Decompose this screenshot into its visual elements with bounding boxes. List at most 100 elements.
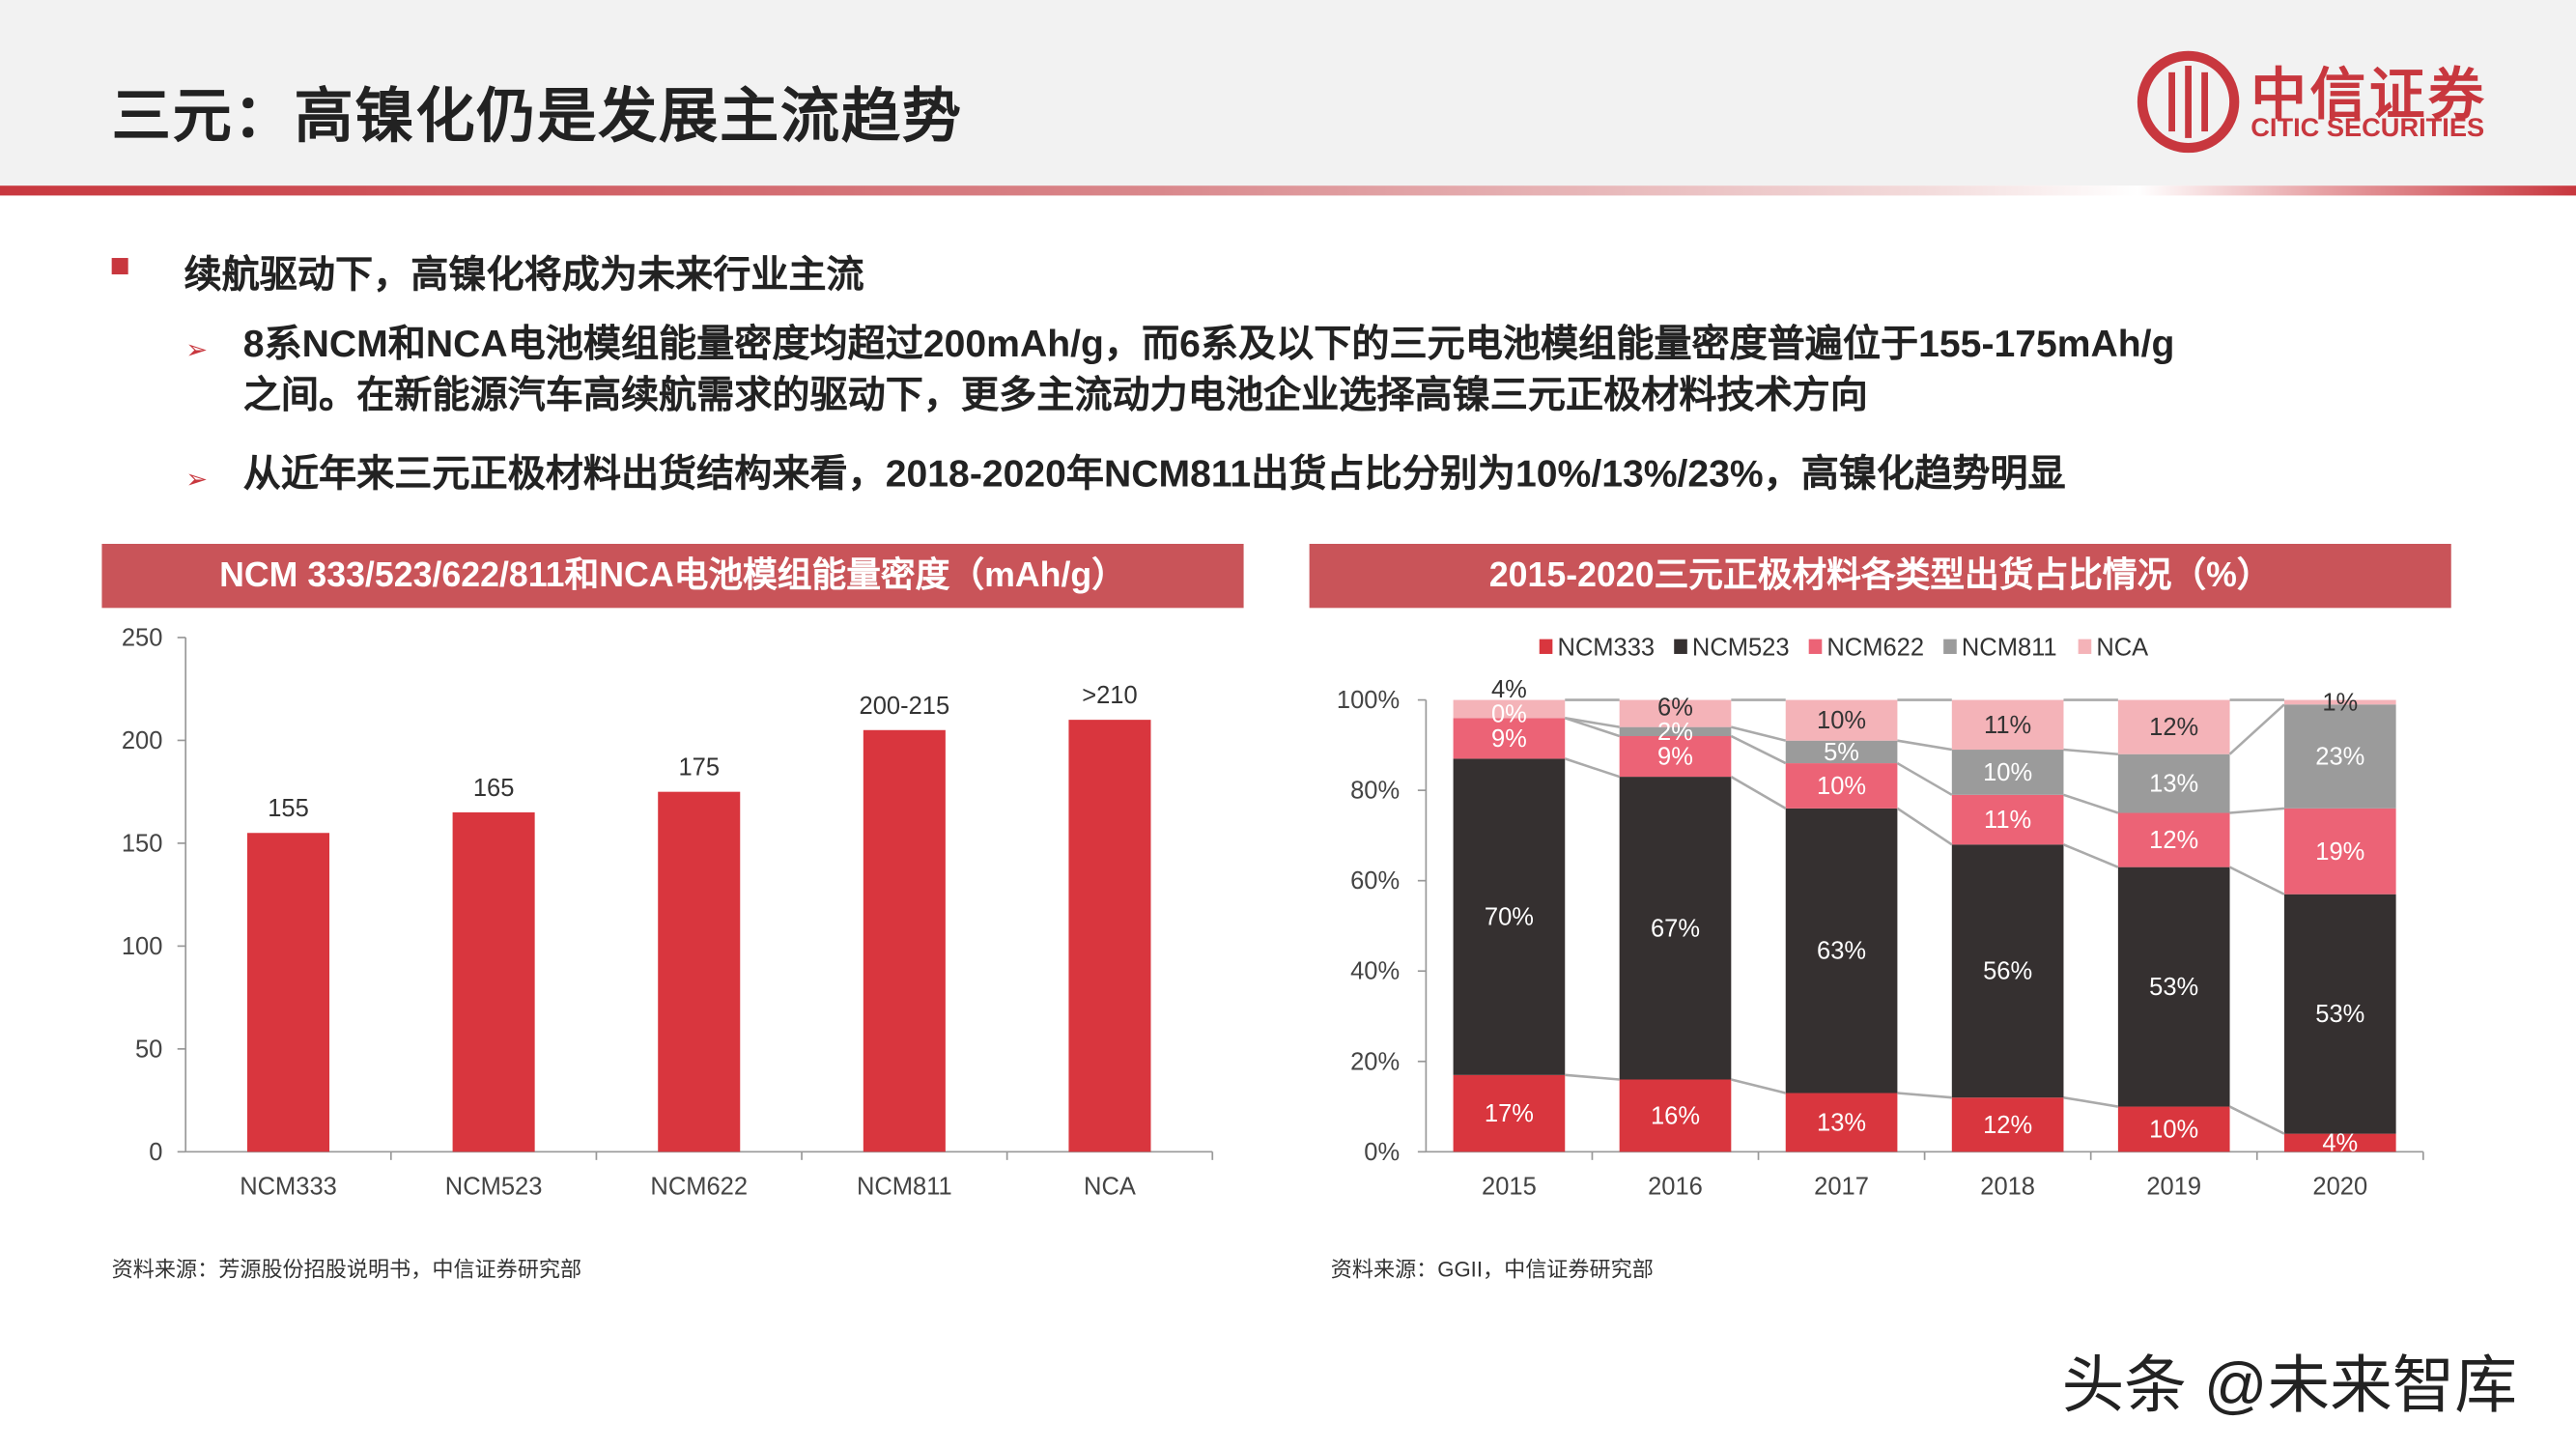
y-tick-label: 150 bbox=[122, 830, 163, 857]
y-tick-label: 200 bbox=[122, 727, 163, 754]
arrow-bullet-icon: ➢ bbox=[185, 467, 209, 495]
data-label: 9% bbox=[1657, 744, 1693, 771]
series-connector-line bbox=[1731, 1078, 1787, 1094]
watermark: 头条 @未来智库 bbox=[2061, 1351, 2518, 1422]
data-label: 4% bbox=[2322, 1129, 2358, 1156]
bar-segment-NCM523-2020 bbox=[2283, 894, 2396, 1134]
bar-segment-NCA-2020 bbox=[2283, 699, 2396, 705]
bar-segment-NCM622-2018 bbox=[1951, 794, 2064, 845]
bar-segment-NCM622-2019 bbox=[2117, 812, 2230, 867]
data-label: 67% bbox=[1651, 915, 1700, 942]
bar-segment-NCM523-2015 bbox=[1453, 758, 1566, 1075]
y-tick-label: 0 bbox=[149, 1139, 162, 1166]
series-connector-line bbox=[1896, 761, 1953, 796]
data-label: 53% bbox=[2149, 974, 2198, 1001]
legend-swatch-NCM523 bbox=[1674, 639, 1687, 654]
bullet-main: 续航驱动下，高镍化将成为未来行业主流 bbox=[184, 252, 864, 297]
data-label: 10% bbox=[2149, 1116, 2198, 1143]
series-connector-line bbox=[1565, 717, 1620, 728]
bar-segment-NCM622-2016 bbox=[1619, 736, 1732, 778]
data-label: 12% bbox=[2149, 714, 2198, 741]
data-label: 155 bbox=[268, 795, 309, 822]
x-tick-label: 2015 bbox=[1482, 1174, 1537, 1201]
series-connector-line bbox=[1897, 1092, 1952, 1099]
data-label: 0% bbox=[1491, 700, 1527, 727]
bar-segment-NCA-2015 bbox=[1453, 699, 1566, 719]
page-title: 三元：高镍化仍是发展主流趋势 bbox=[111, 82, 963, 150]
bar-segment-NCM622-2017 bbox=[1785, 763, 1898, 809]
legend-label: NCM811 bbox=[1962, 635, 2057, 662]
legend-swatch-NCM333 bbox=[1539, 639, 1553, 654]
data-label: 19% bbox=[2315, 838, 2364, 866]
bar-segment-NCA-2017 bbox=[1785, 699, 1898, 741]
data-label: 13% bbox=[2149, 771, 2198, 798]
bar-NCM333 bbox=[246, 833, 330, 1152]
data-label: 13% bbox=[1817, 1109, 1866, 1136]
x-tick-label: 2018 bbox=[1980, 1174, 2035, 1201]
data-label: 63% bbox=[1817, 938, 1866, 965]
bar-segment-NCM622-2015 bbox=[1453, 718, 1566, 759]
series-connector-line bbox=[2228, 866, 2285, 895]
data-label: 11% bbox=[1984, 807, 2031, 834]
series-connector-line bbox=[1565, 1073, 1620, 1081]
data-label: 16% bbox=[1651, 1102, 1700, 1129]
data-label: 23% bbox=[2315, 744, 2364, 771]
x-tick-label: NCM622 bbox=[650, 1174, 748, 1201]
x-tick-label: 2017 bbox=[1814, 1174, 1869, 1201]
data-label: 165 bbox=[473, 775, 515, 802]
series-connector-line bbox=[1564, 717, 1621, 738]
series-connector-line bbox=[2063, 793, 2119, 814]
data-label: 9% bbox=[1491, 725, 1527, 753]
bar-segment-NCM811-2020 bbox=[2283, 704, 2396, 809]
series-connector-line bbox=[1730, 734, 1787, 765]
bar-segment-NCA-2019 bbox=[2117, 699, 2230, 754]
x-tick-label: NCM333 bbox=[240, 1174, 337, 1201]
bar-segment-NCM523-2016 bbox=[1619, 777, 1732, 1080]
bar-segment-NCM333-2017 bbox=[1785, 1093, 1898, 1152]
bar-NCM622 bbox=[658, 791, 741, 1152]
series-connector-line bbox=[1564, 757, 1621, 779]
legend-swatch-NCM811 bbox=[1943, 639, 1957, 654]
legend-label: NCM622 bbox=[1826, 635, 1924, 662]
data-label: 175 bbox=[678, 754, 720, 781]
legend-swatch-NCA bbox=[2078, 639, 2092, 654]
series-connector-line bbox=[1896, 807, 1953, 846]
data-label: 12% bbox=[1983, 1112, 2032, 1139]
bullet-sub1-line1: 8系NCM和NCA电池模组能量密度均超过200mAh/g，而6系及以下的三元电池… bbox=[242, 322, 2175, 365]
bar-segment-NCM333-2020 bbox=[2283, 1133, 2396, 1152]
data-label: 1% bbox=[2322, 689, 2358, 716]
legend-label: NCM523 bbox=[1692, 635, 1790, 662]
bar-NCA bbox=[1068, 720, 1151, 1152]
data-label: 10% bbox=[1817, 707, 1866, 734]
bar-segment-NCM333-2019 bbox=[2117, 1106, 2230, 1152]
header-divider bbox=[0, 185, 2576, 196]
bullet-sub1-line2: 之间。在新能源汽车高续航需求的驱动下，更多主流动力电池企业选择高镍三元正极材料技… bbox=[242, 373, 1868, 416]
x-tick-label: NCM811 bbox=[857, 1174, 952, 1201]
data-label: 2% bbox=[1657, 719, 1693, 746]
legend-label: NCM333 bbox=[1557, 635, 1655, 662]
bar-segment-NCM811-2018 bbox=[1951, 750, 2064, 795]
bar-NCM523 bbox=[452, 811, 535, 1152]
bar-segment-NCM523-2019 bbox=[2117, 867, 2230, 1107]
chart1-title: NCM 333/523/622/811和NCA电池模组能量密度（mAh/g） bbox=[101, 543, 1244, 609]
bar-segment-NCM622-2020 bbox=[2283, 808, 2396, 895]
data-label: 56% bbox=[1983, 958, 2032, 985]
data-label: 10% bbox=[1817, 773, 1866, 800]
x-tick-label: NCA bbox=[1084, 1174, 1136, 1201]
y-tick-label: 100% bbox=[1337, 687, 1400, 714]
energy-density-chart: 0 50 100 150 200 250 155 NCM333 165 NCM523 175 NCM6… bbox=[122, 624, 1214, 1201]
bar-segment-NCA-2018 bbox=[1951, 699, 2064, 751]
bar-segment-NCM523-2017 bbox=[1785, 808, 1898, 1094]
series-connector-line bbox=[2063, 748, 2118, 755]
series-connector-line bbox=[2228, 703, 2285, 755]
chart1-source: 资料来源：芳源股份招股说明书，中信证券研究部 bbox=[111, 1257, 582, 1282]
bullet-sub2: 从近年来三元正极材料出货结构来看，2018-2020年NCM811出货占比分别为… bbox=[242, 451, 2066, 495]
legend-swatch-NCM622 bbox=[1808, 639, 1823, 654]
series-connector-line bbox=[2229, 807, 2285, 814]
data-label: 17% bbox=[1485, 1100, 1534, 1127]
data-label: 70% bbox=[1485, 904, 1534, 931]
bar-segment-NCM333-2018 bbox=[1951, 1097, 2064, 1152]
citic-logo: 中信证券 CITIC SECURITIES bbox=[2136, 49, 2513, 155]
x-tick-label: 2016 bbox=[1648, 1174, 1703, 1201]
bar-segment-NCM811-2017 bbox=[1785, 740, 1898, 764]
